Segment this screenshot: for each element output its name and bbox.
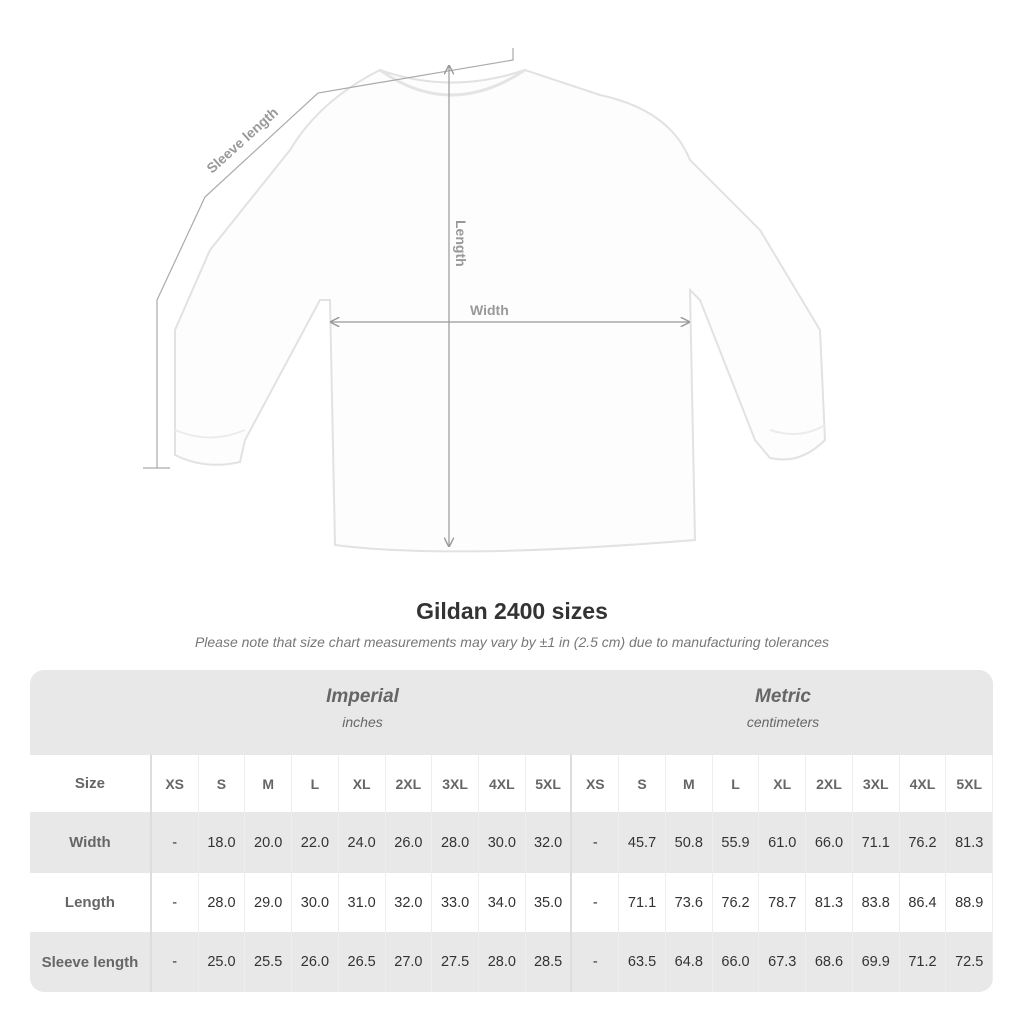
imperial-cell: 29.0 <box>245 873 293 932</box>
metric-cell: 68.6 <box>806 932 853 992</box>
imperial-cell: 25.0 <box>199 932 246 992</box>
imperial-cell: 28.0 <box>432 812 479 873</box>
metric-cell: 81.3 <box>946 812 993 873</box>
imperial-cell: 33.0 <box>432 873 479 932</box>
sleeve-length-label: Sleeve length <box>203 104 281 176</box>
imperial-size-header: S <box>199 755 246 812</box>
imperial-cell: 34.0 <box>479 873 526 932</box>
metric-cell: 71.1 <box>619 873 666 932</box>
metric-cell: - <box>572 873 620 932</box>
imperial-title: Imperial <box>326 686 399 707</box>
metric-size-header: XL <box>759 755 807 812</box>
imperial-size-header: L <box>292 755 339 812</box>
table-row: Length -28.0 29.0 30.0 31.0 32.0 33.0 34.0 35.0-… <box>30 873 993 932</box>
metric-cell: 66.0 <box>713 932 760 992</box>
metric-unit: centimeters <box>746 714 820 730</box>
row-label: Sleeve length <box>30 932 152 992</box>
metric-cell: 63.5 <box>619 932 666 992</box>
table-row: Sleeve length -25.0 25.5 26.0 26.5 27.0 27.5 28… <box>30 932 993 992</box>
metric-size-header: L <box>713 755 760 812</box>
imperial-cell: 32.0 <box>526 812 573 873</box>
metric-cell: 50.8 <box>666 812 713 873</box>
size-table: Imperial inches Metric centimeters Size X… <box>30 670 993 992</box>
metric-cell: 76.2 <box>713 873 760 932</box>
metric-cell: - <box>572 812 620 873</box>
imperial-size-header: 5XL <box>526 755 573 812</box>
imperial-cell: 26.5 <box>339 932 386 992</box>
imperial-unit: inches <box>342 714 383 730</box>
metric-cell: 81.3 <box>806 873 853 932</box>
imperial-size-header: 3XL <box>432 755 479 812</box>
metric-size-header: XS <box>572 755 620 812</box>
size-column-header: Size <box>30 755 152 812</box>
row-label: Length <box>30 873 152 932</box>
imperial-cell: 24.0 <box>339 812 386 873</box>
imperial-size-header: XL <box>339 755 386 812</box>
tshirt-diagram: Sleeve length Length Width <box>143 48 827 553</box>
metric-cell: 73.6 <box>666 873 713 932</box>
metric-cell: 88.9 <box>946 873 993 932</box>
metric-cell: 64.8 <box>666 932 713 992</box>
size-header-row: Size XS S M L XL 2XL 3XL 4XL 5XL XS S M L XL 2XL 3XL 4XL 5… <box>30 755 993 812</box>
unit-header-band: Imperial inches Metric centimeters <box>30 670 993 755</box>
imperial-cell: 25.5 <box>245 932 293 992</box>
sleeve-length-measure-line <box>156 48 514 468</box>
imperial-cell: 20.0 <box>245 812 293 873</box>
metric-header: Metric centimeters <box>573 686 993 730</box>
imperial-cell: 28.0 <box>199 873 246 932</box>
imperial-cell: 27.5 <box>432 932 479 992</box>
metric-title: Metric <box>755 686 811 707</box>
imperial-cell: 30.0 <box>292 873 339 932</box>
metric-size-header: 3XL <box>853 755 900 812</box>
width-label: Width <box>470 302 509 318</box>
metric-cell: 72.5 <box>946 932 993 992</box>
metric-size-header: 2XL <box>806 755 853 812</box>
metric-cell: 61.0 <box>759 812 807 873</box>
imperial-cell: - <box>152 812 199 873</box>
imperial-cell: 28.0 <box>479 932 526 992</box>
imperial-cell: 35.0 <box>526 873 573 932</box>
metric-cell: - <box>572 932 620 992</box>
chart-title: Gildan 2400 sizes <box>416 598 608 624</box>
metric-cell: 55.9 <box>713 812 760 873</box>
imperial-cell: 26.0 <box>386 812 433 873</box>
imperial-header: Imperial inches <box>152 686 573 730</box>
imperial-cell: 28.5 <box>526 932 573 992</box>
metric-cell: 66.0 <box>806 812 853 873</box>
metric-cell: 45.7 <box>619 812 666 873</box>
metric-size-header: 4XL <box>900 755 947 812</box>
imperial-size-header: XS <box>152 755 199 812</box>
imperial-cell: 31.0 <box>339 873 386 932</box>
metric-size-header: S <box>619 755 666 812</box>
imperial-size-header: M <box>245 755 293 812</box>
imperial-cell: 30.0 <box>479 812 526 873</box>
imperial-size-header: 4XL <box>479 755 526 812</box>
row-label: Width <box>30 812 152 873</box>
metric-cell: 78.7 <box>759 873 807 932</box>
imperial-cell: 26.0 <box>292 932 339 992</box>
metric-cell: 71.1 <box>853 812 900 873</box>
imperial-cell: 22.0 <box>292 812 339 873</box>
imperial-cell: - <box>152 932 199 992</box>
metric-cell: 69.9 <box>853 932 900 992</box>
table-row: Width -18.0 20.0 22.0 24.0 26.0 28.0 30.0 32.0-4… <box>30 812 993 873</box>
metric-cell: 71.2 <box>900 932 947 992</box>
tshirt-image <box>174 68 827 553</box>
metric-cell: 83.8 <box>853 873 900 932</box>
metric-size-header: M <box>666 755 713 812</box>
imperial-cell: - <box>152 873 199 932</box>
imperial-size-header: 2XL <box>386 755 433 812</box>
metric-size-header: 5XL <box>946 755 993 812</box>
imperial-cell: 27.0 <box>386 932 433 992</box>
tolerance-note: Please note that size chart measurements… <box>194 634 830 650</box>
metric-cell: 67.3 <box>759 932 807 992</box>
metric-cell: 86.4 <box>900 873 947 932</box>
imperial-cell: 32.0 <box>386 873 433 932</box>
length-label: Length <box>453 220 469 267</box>
metric-cell: 76.2 <box>900 812 947 873</box>
imperial-cell: 18.0 <box>199 812 246 873</box>
